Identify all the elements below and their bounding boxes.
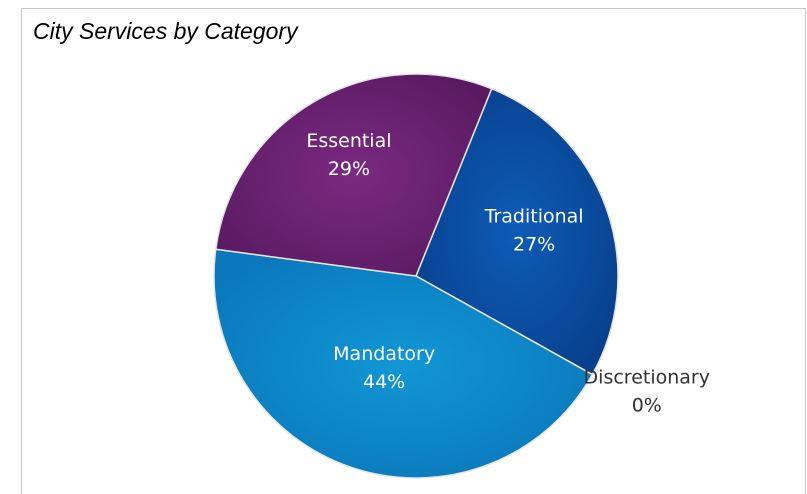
chart-frame bbox=[21, 8, 806, 494]
data-label-traditional: Traditional 27% bbox=[484, 205, 584, 255]
data-label-mandatory: Mandatory 44% bbox=[333, 343, 435, 393]
chart-title: City Services by Category bbox=[33, 18, 298, 44]
data-label-essential: Essential 29% bbox=[306, 130, 391, 180]
data-label-discretionary: Discretionary 0% bbox=[584, 366, 710, 416]
pie-slice-mandatory bbox=[213, 248, 594, 479]
pie-slice-essential bbox=[214, 73, 493, 277]
pie-slice-traditional bbox=[415, 87, 619, 376]
